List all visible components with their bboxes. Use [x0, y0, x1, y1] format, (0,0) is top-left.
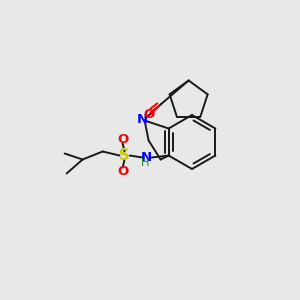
Text: S: S [119, 148, 130, 163]
Text: N: N [141, 151, 152, 164]
Text: O: O [117, 133, 128, 146]
Text: N: N [137, 113, 148, 126]
Text: O: O [117, 165, 128, 178]
Text: O: O [143, 108, 154, 121]
Text: H: H [141, 158, 150, 169]
